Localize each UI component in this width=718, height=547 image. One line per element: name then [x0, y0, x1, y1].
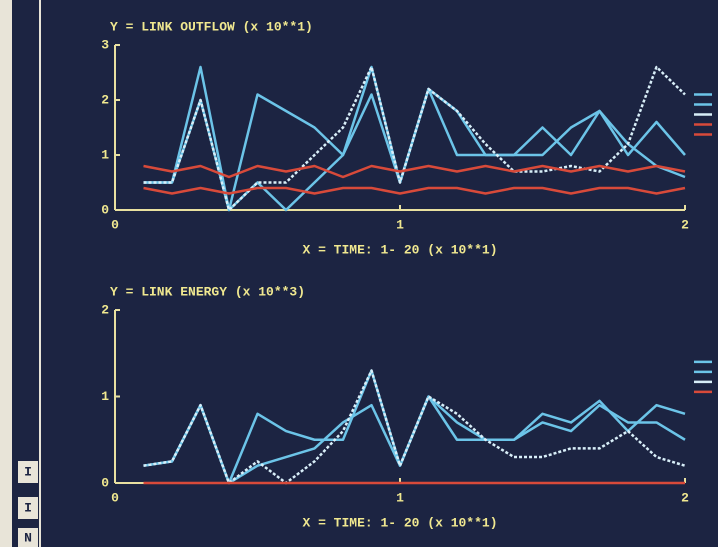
x-tick-label: 2 — [681, 490, 689, 505]
button-label: N — [24, 530, 32, 545]
left-strip — [0, 0, 12, 547]
side-button[interactable]: I — [18, 461, 38, 483]
x-axis-label: X = TIME: 1- 20 (x 10**1) — [302, 242, 497, 257]
y-tick-label: 1 — [101, 147, 109, 162]
y-tick-label: 2 — [101, 92, 109, 107]
background — [0, 0, 718, 547]
y-tick-label: 3 — [101, 37, 109, 52]
y-tick-label: 0 — [101, 202, 109, 217]
x-tick-label: 1 — [396, 490, 404, 505]
y-tick-label: 0 — [101, 475, 109, 490]
x-tick-label: 0 — [111, 490, 119, 505]
x-axis-label: X = TIME: 1- 20 (x 10**1) — [302, 515, 497, 530]
x-tick-label: 2 — [681, 217, 689, 232]
x-tick-label: 0 — [111, 217, 119, 232]
chart-title: Y = LINK OUTFLOW (x 10**1) — [110, 19, 313, 34]
screen: I I N Y = LINK OUTFLOW (x 10**1) X = TIME… — [0, 0, 718, 547]
button-label: I — [24, 500, 32, 515]
y-tick-label: 2 — [101, 302, 109, 317]
chart-title: Y = LINK ENERGY (x 10**3) — [110, 284, 305, 299]
side-button[interactable]: I — [18, 497, 38, 519]
x-tick-label: 1 — [396, 217, 404, 232]
side-button[interactable]: N — [18, 528, 38, 547]
y-tick-label: 1 — [101, 389, 109, 404]
button-label: I — [24, 464, 32, 479]
